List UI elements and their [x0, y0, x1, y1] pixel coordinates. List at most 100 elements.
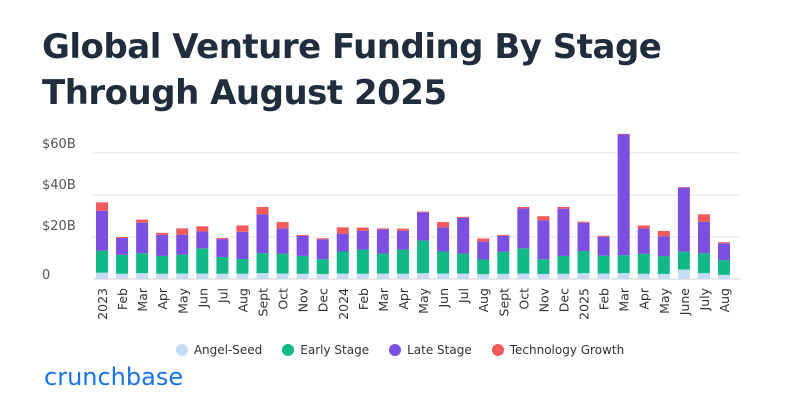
bar-segment-angel-seed: [296, 273, 309, 279]
bar-segment-late-stage: [517, 208, 530, 249]
bar-segment-late-stage: [637, 228, 650, 254]
bar-segment-early-stage: [116, 254, 129, 274]
bar-segment-technology-growth: [517, 206, 530, 209]
bar-segment-angel-seed: [116, 273, 129, 279]
bar-segment-early-stage: [617, 255, 630, 274]
x-tick-label: Sept: [496, 288, 511, 317]
bar-segment-late-stage: [697, 221, 710, 254]
bar-segment-technology-growth: [557, 206, 570, 209]
bar-segment-angel-seed: [156, 273, 169, 279]
bar-segment-technology-growth: [617, 133, 630, 135]
x-tick-label: Mar: [376, 287, 391, 311]
x-tick-label: Sept: [256, 288, 271, 317]
bar-segment-early-stage: [637, 253, 650, 274]
bar-segment-angel-seed: [256, 273, 269, 279]
bar-segment-late-stage: [176, 234, 189, 255]
bar-segment-late-stage: [256, 214, 269, 254]
x-tick-label: 2023: [95, 288, 110, 320]
bar-segment-late-stage: [356, 230, 369, 250]
legend-swatch: [491, 344, 504, 356]
bar-segment-early-stage: [437, 251, 450, 274]
legend-label: Technology Growth: [509, 343, 625, 357]
bar-segment-technology-growth: [477, 238, 490, 242]
x-tick-label: 2024: [336, 288, 351, 320]
bar-segment-early-stage: [336, 251, 349, 274]
bar-segment-technology-growth: [216, 238, 229, 240]
bars: [96, 133, 730, 279]
bar-segment-early-stage: [376, 253, 389, 274]
legend-item: Angel-Seed: [175, 343, 262, 357]
bar-segment-early-stage: [356, 249, 369, 274]
bar-segment-technology-growth: [417, 211, 430, 213]
bar-segment-angel-seed: [136, 273, 149, 279]
bar-segment-angel-seed: [517, 273, 530, 279]
bar-segment-angel-seed: [196, 273, 209, 279]
bar-segment-late-stage: [597, 236, 610, 256]
legend-label: Early Stage: [300, 343, 370, 357]
bar-segment-technology-growth: [236, 225, 249, 232]
bar-segment-early-stage: [96, 250, 108, 273]
bar-segment-technology-growth: [356, 227, 369, 231]
bar-segment-angel-seed: [497, 273, 510, 279]
bar-segment-angel-seed: [477, 274, 490, 279]
bar-segment-early-stage: [196, 248, 209, 274]
bar-segment-early-stage: [256, 253, 269, 274]
y-tick-label: $60B: [42, 137, 76, 152]
x-tick-label: Nov: [536, 287, 551, 312]
bar-segment-early-stage: [657, 256, 670, 274]
bar-segment-late-stage: [577, 222, 590, 252]
bar-segment-early-stage: [557, 255, 570, 274]
x-tick-label: Aug: [235, 288, 250, 312]
bar-segment-technology-growth: [657, 230, 670, 237]
chart-title: Global Venture Funding By Stage Through …: [42, 27, 662, 113]
bar-segment-angel-seed: [417, 273, 430, 279]
bar-segment-technology-growth: [256, 206, 269, 215]
bar-segment-angel-seed: [657, 273, 670, 279]
bar-segment-late-stage: [718, 243, 730, 261]
legend-swatch: [389, 344, 402, 356]
bar-segment-early-stage: [597, 255, 610, 274]
bar-segment-angel-seed: [336, 273, 349, 279]
bar-segment-late-stage: [156, 234, 169, 256]
bar-segment-technology-growth: [677, 187, 690, 188]
bar-segment-late-stage: [537, 220, 550, 260]
bar-segment-angel-seed: [236, 273, 249, 279]
bar-segment-early-stage: [136, 253, 149, 274]
bar-segment-technology-growth: [296, 234, 309, 236]
bar-segment-early-stage: [477, 259, 490, 275]
bar-segment-angel-seed: [276, 273, 289, 279]
x-tick-label: Jul: [215, 288, 230, 304]
x-tick-label: Dec: [316, 288, 331, 312]
bar-segment-technology-growth: [136, 219, 149, 223]
bar-segment-early-stage: [236, 259, 249, 274]
x-tick-label: May: [657, 287, 672, 313]
bar-segment-angel-seed: [396, 273, 409, 279]
bar-segment-technology-growth: [637, 225, 650, 229]
bar-segment-angel-seed: [437, 273, 450, 279]
legend-item: Late Stage: [389, 343, 472, 357]
bar-segment-late-stage: [437, 227, 450, 252]
bar-segment-technology-growth: [196, 226, 209, 232]
x-tick-label: Apr: [396, 287, 411, 309]
bar-segment-early-stage: [396, 249, 409, 274]
bar-segment-early-stage: [497, 251, 510, 274]
bar-segment-late-stage: [196, 231, 209, 249]
bar-segment-technology-growth: [336, 227, 349, 234]
bar-segment-angel-seed: [637, 273, 650, 279]
legend-item: Technology Growth: [491, 343, 625, 357]
bar-segment-early-stage: [718, 260, 730, 275]
bar-segment-angel-seed: [356, 273, 369, 279]
bar-segment-technology-growth: [176, 228, 189, 235]
x-tick-label: Aug: [476, 288, 491, 312]
bar-segment-early-stage: [176, 254, 189, 274]
bar-segment-early-stage: [417, 240, 430, 274]
x-tick-label: May: [416, 287, 431, 313]
bar-segment-technology-growth: [597, 235, 610, 237]
legend-label: Late Stage: [407, 343, 472, 357]
bar-segment-technology-growth: [376, 228, 389, 230]
legend-swatch: [175, 344, 188, 356]
bar-segment-technology-growth: [718, 242, 730, 244]
bar-segment-late-stage: [276, 228, 289, 254]
bar-segment-technology-growth: [457, 216, 470, 218]
bar-segment-early-stage: [457, 253, 470, 274]
